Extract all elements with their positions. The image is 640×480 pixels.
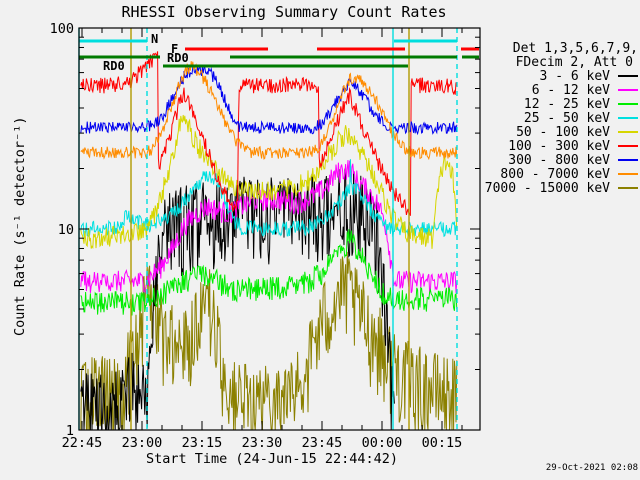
y-tick-label: 1 xyxy=(66,423,74,439)
legend-label-300-800keV: 300 - 800 keV xyxy=(508,153,610,168)
status-label-f: F xyxy=(171,42,178,56)
series-layer xyxy=(80,51,458,431)
x-tick-label: 00:00 xyxy=(362,435,403,451)
y-axis-label: Count Rate (s⁻¹ detector⁻¹) xyxy=(12,117,28,336)
legend-header-fdecim: FDecim 2, Att 0 xyxy=(516,55,633,70)
series-12-25keV xyxy=(80,229,458,316)
status-label-n: N xyxy=(151,32,158,46)
series-300-800keV xyxy=(80,64,458,136)
x-tick-label: 23:15 xyxy=(182,435,223,451)
chart-title: RHESSI Observing Summary Count Rates xyxy=(121,3,446,21)
y-tick-label: 100 xyxy=(50,21,74,37)
tick-labels-layer: 22:45 23:00 23:15 23:30 23:45 00:00 00:15 1 10 10… xyxy=(50,21,463,451)
x-tick-label: 22:45 xyxy=(62,435,103,451)
series-25-50keV xyxy=(80,159,458,238)
legend-label-100-300keV: 100 - 300 keV xyxy=(508,139,610,154)
status-label-rd0: RD0 xyxy=(167,51,189,65)
legend-header-detectors: Det 1,3,5,6,7,9, xyxy=(513,41,638,56)
legend-label-12-25keV: 12 - 25 keV xyxy=(524,97,610,112)
series-800-7000keV xyxy=(80,61,458,161)
series-50-100keV xyxy=(80,114,458,250)
y-tick-label: 10 xyxy=(58,222,74,238)
legend-label-50-100keV: 50 - 100 keV xyxy=(516,125,610,140)
legend-label-800-7000keV: 800 - 7000 keV xyxy=(500,167,610,182)
x-tick-label: 23:00 xyxy=(122,435,163,451)
legend-label-6-12keV: 6 - 12 keV xyxy=(532,83,610,98)
x-tick-label: 23:45 xyxy=(302,435,343,451)
status-label-rd0: RD0 xyxy=(103,59,125,73)
x-tick-label: 23:30 xyxy=(242,435,283,451)
x-axis-label: Start Time (24-Jun-15 22:44:42) xyxy=(146,451,398,467)
legend-label-7000-15000keV: 7000 - 15000 keV xyxy=(485,181,610,196)
series-100-300keV xyxy=(80,51,458,216)
series-7000-15000keV xyxy=(80,251,458,431)
x-tick-label: 00:15 xyxy=(422,435,463,451)
plot-generated-timestamp: 29-Oct-2021 02:08 xyxy=(546,463,638,473)
legend-label-3-6keV: 3 - 6 keV xyxy=(540,69,611,84)
series-3-6keV xyxy=(80,167,395,431)
axes-frame-layer xyxy=(78,27,481,431)
legend-label-25-50keV: 25 - 50 keV xyxy=(524,111,610,126)
